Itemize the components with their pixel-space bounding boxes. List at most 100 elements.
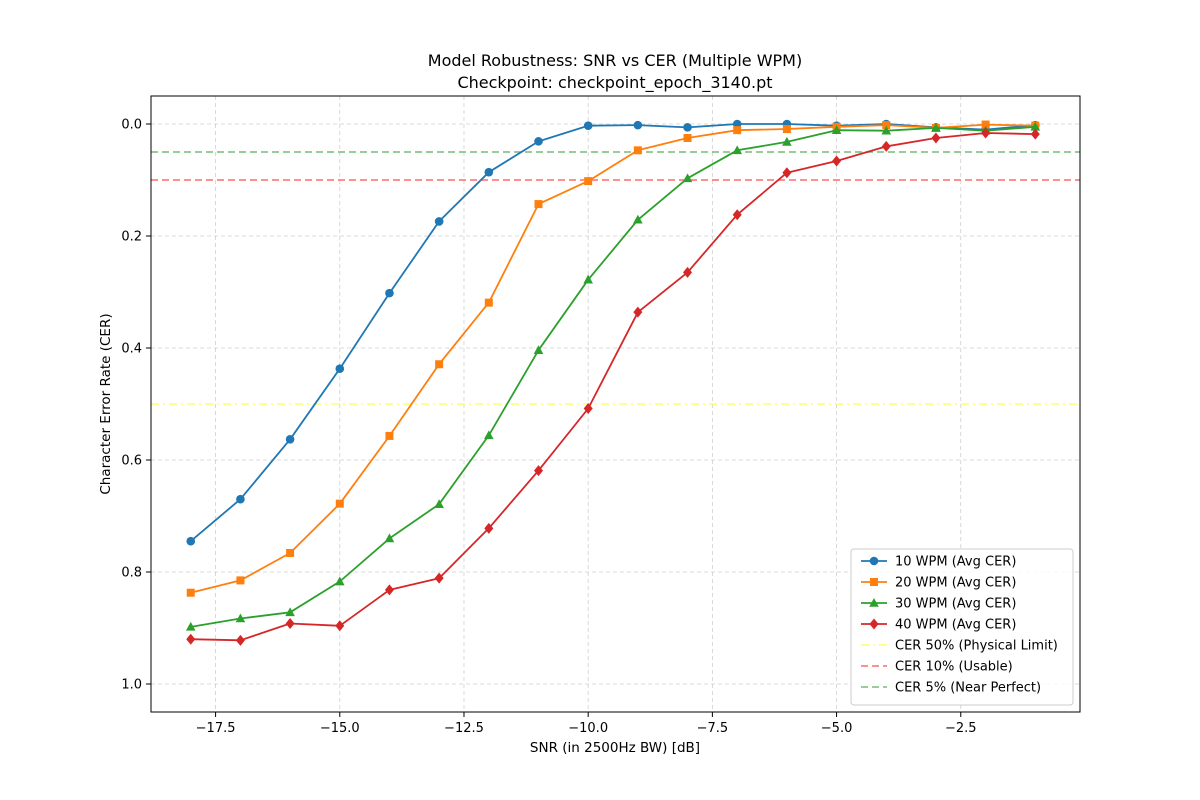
legend-entry: 20 WPM (Avg CER) [861, 576, 1016, 591]
data-point [384, 533, 395, 543]
data-point [186, 536, 196, 546]
data-point [981, 127, 991, 139]
data-point [334, 576, 345, 586]
data-point [683, 266, 693, 278]
y-axis-ticks: 0.0 0.2 0.4 0.6 0.8 1.0 [121, 118, 151, 693]
data-point [881, 125, 892, 135]
chart-subtitle: Checkpoint: checkpoint_epoch_3140.pt [457, 73, 772, 93]
data-point [335, 620, 345, 632]
y-axis-label: Character Error Rate (CER) [98, 313, 114, 494]
legend-label: CER 5% (Near Perfect) [895, 681, 1041, 696]
legend: 10 WPM (Avg CER) 20 WPM (Avg CER) 30 WPM (… [850, 548, 1074, 706]
data-point [533, 465, 543, 477]
data-point [732, 145, 743, 155]
y-tick-label: 1.0 [121, 678, 142, 693]
data-point [236, 576, 245, 585]
data-point [583, 402, 593, 414]
data-point [186, 588, 195, 597]
data-point [633, 306, 643, 318]
legend-swatch-marker [869, 598, 879, 607]
data-point [732, 209, 742, 221]
x-tick-label: −10.0 [568, 721, 608, 736]
data-point [385, 288, 394, 298]
legend-swatch-marker [869, 618, 879, 630]
data-point [683, 123, 692, 132]
data-point [434, 217, 444, 226]
y-tick-label: 0.0 [121, 118, 142, 133]
x-tick-label: −2.5 [945, 721, 977, 736]
series-line [190, 123, 1036, 594]
data-point [385, 431, 394, 440]
legend-label: 20 WPM (Avg CER) [895, 576, 1016, 591]
legend-swatch-marker [870, 578, 878, 586]
data-point [384, 584, 394, 596]
series-line [190, 132, 1036, 642]
x-axis-ticks: −17.5 −15.0 −12.5 −10.0 −7.5 −5.0 −2.5 [196, 712, 977, 736]
legend-entry: 10 WPM (Avg CER) [861, 555, 1016, 570]
legend-box [850, 548, 1074, 706]
y-tick-label: 0.8 [121, 566, 142, 581]
data-point [782, 125, 791, 134]
x-tick-label: −7.5 [697, 721, 729, 736]
data-point [434, 572, 444, 584]
legend-entry: CER 50% (Physical Limit) [861, 639, 1058, 654]
legend-swatch-marker [869, 556, 879, 566]
data-point [583, 121, 593, 130]
legend-entry: 40 WPM (Avg CER) [861, 618, 1016, 633]
data-point [236, 494, 245, 504]
data-point [782, 167, 792, 179]
data-point [881, 140, 891, 152]
legend-label: 30 WPM (Avg CER) [895, 597, 1016, 612]
data-point [285, 434, 295, 444]
x-tick-label: −5.0 [821, 721, 853, 736]
data-point [584, 177, 593, 186]
legend-label: 10 WPM (Avg CER) [895, 555, 1016, 570]
legend-entry: CER 10% (Usable) [861, 660, 1013, 675]
y-tick-label: 0.2 [121, 230, 142, 245]
data-point [583, 274, 593, 284]
data-point [235, 634, 245, 646]
data-point [533, 345, 544, 355]
x-tick-label: −15.0 [320, 721, 360, 736]
data-point [782, 136, 792, 146]
series-layer [185, 119, 1041, 646]
data-point [733, 126, 742, 135]
series-line [190, 125, 1036, 628]
data-point [484, 298, 493, 307]
data-point [286, 548, 295, 557]
data-point [633, 120, 643, 130]
series-4 [186, 127, 1040, 646]
data-point [534, 200, 543, 209]
data-point [185, 621, 196, 631]
data-point [981, 120, 990, 129]
x-tick-label: −12.5 [444, 721, 484, 736]
data-point [335, 364, 345, 374]
x-tick-label: −17.5 [196, 721, 236, 736]
data-point [1030, 121, 1041, 131]
series-line [190, 123, 1036, 542]
series-3 [185, 121, 1041, 631]
data-point [484, 430, 494, 440]
data-point [831, 125, 842, 134]
legend-label: CER 10% (Usable) [895, 660, 1013, 675]
data-point [235, 613, 246, 623]
x-axis-label: SNR (in 2500Hz BW) [dB] [530, 740, 700, 756]
data-point [534, 137, 543, 146]
data-point [434, 499, 444, 509]
data-point [832, 155, 842, 167]
legend-entry: CER 5% (Near Perfect) [861, 681, 1041, 696]
data-point [882, 121, 891, 130]
data-point [435, 360, 444, 369]
data-point [186, 633, 196, 645]
legend-label: 40 WPM (Avg CER) [895, 618, 1016, 633]
data-point [682, 173, 693, 183]
reference-lines [151, 151, 1080, 405]
data-point [633, 146, 642, 155]
data-point [484, 167, 494, 177]
data-point [1030, 128, 1040, 140]
data-point [931, 122, 941, 132]
data-point [633, 214, 643, 224]
data-point [732, 119, 742, 129]
y-tick-label: 0.6 [121, 454, 142, 469]
